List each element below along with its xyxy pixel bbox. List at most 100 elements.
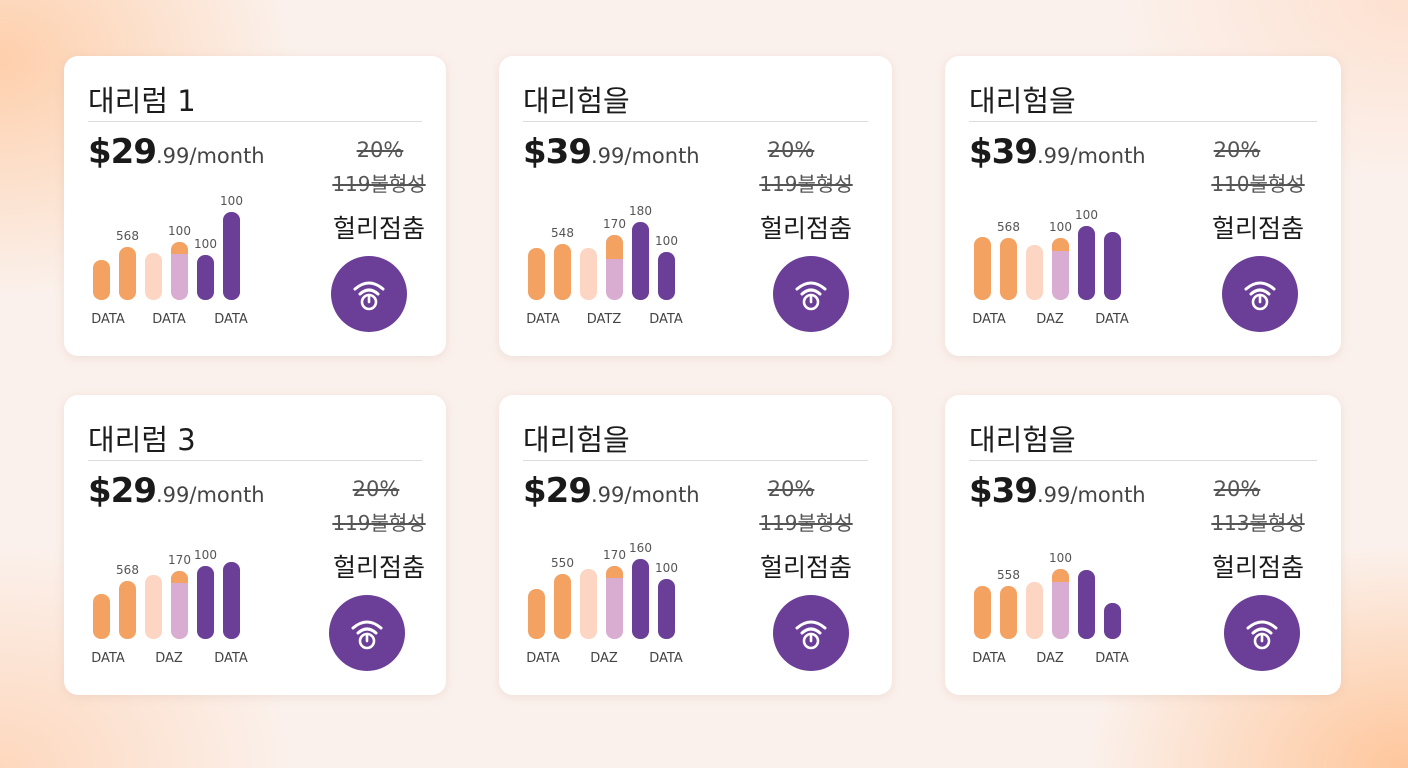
bar-value-label: 100	[194, 237, 217, 251]
chart-bar	[658, 579, 675, 639]
chart-bar	[145, 253, 162, 300]
price-main: $39	[969, 132, 1038, 172]
chart-bar	[554, 244, 571, 300]
axis-category-label: DATA	[972, 651, 1006, 666]
chart-bar	[93, 594, 110, 639]
chart-bar-cap	[606, 566, 623, 578]
card-divider	[88, 460, 422, 461]
chart-bar	[1104, 232, 1121, 300]
axis-category-label: DATA	[1095, 651, 1129, 666]
chart-bar-cap	[1052, 569, 1069, 582]
axis-category-label: DATA	[152, 312, 186, 327]
card-price: $39.99/month	[969, 132, 1146, 172]
original-price: 110불형성	[1211, 172, 1305, 196]
bar-value-label: 180	[629, 204, 652, 218]
bar-value-label: 170	[603, 548, 626, 562]
chart-bar	[1052, 569, 1069, 639]
wifi-power-icon	[795, 620, 827, 650]
axis-category-label: DAZ	[1036, 651, 1064, 666]
chart-bar	[554, 574, 571, 639]
card-divider	[523, 460, 868, 461]
bar-value-label: 160	[629, 541, 652, 555]
wifi-power-button[interactable]	[1224, 595, 1300, 671]
original-price: 119불형성	[759, 172, 853, 196]
axis-category-label: DATA	[214, 312, 248, 327]
chart-bar-cap	[606, 235, 623, 259]
original-price: 119불형성	[759, 511, 853, 535]
bar-value-label: 568	[997, 220, 1020, 234]
chart-bar	[632, 559, 649, 639]
chart-bar	[580, 248, 597, 300]
axis-category-label: DATA	[649, 651, 683, 666]
discount-text: 20%	[1213, 477, 1261, 501]
chart-bar	[528, 248, 545, 300]
original-price: 113불형성	[1211, 511, 1305, 535]
bar-value-label: 100	[168, 224, 191, 238]
chart-bar	[197, 566, 214, 639]
wifi-power-button[interactable]	[329, 595, 405, 671]
discount-text: 20%	[352, 477, 400, 501]
price-rest: .99/month	[1036, 144, 1146, 168]
discount-text: 20%	[767, 477, 815, 501]
wifi-power-button[interactable]	[773, 595, 849, 671]
card-title: 대리럼 3	[88, 423, 196, 457]
price-main: $29	[88, 132, 157, 172]
price-rest: .99/month	[590, 144, 700, 168]
wifi-power-icon	[1244, 281, 1276, 311]
chart-bar	[1078, 226, 1095, 300]
wifi-power-icon	[351, 620, 383, 650]
chart-bar	[580, 569, 597, 639]
wifi-power-button[interactable]	[331, 256, 407, 332]
chart-bar	[974, 586, 991, 639]
chart-bar	[171, 571, 188, 639]
pricing-card: 대리험을 $39.99/month 20% 119불형성 헐리점춤 548 170…	[499, 56, 892, 356]
chart-bar	[93, 260, 110, 300]
chart-bar	[606, 566, 623, 639]
axis-category-label: DATA	[91, 312, 125, 327]
wifi-power-button[interactable]	[773, 256, 849, 332]
pricing-card: 대리럼 1 $29.99/month 20% 119불형성 헐리점춤 568 10…	[64, 56, 446, 356]
axis-category-label: DAZ	[590, 651, 618, 666]
chart-bar	[1000, 586, 1017, 639]
chart-bar	[1078, 570, 1095, 639]
card-label: 헐리점춤	[759, 214, 852, 243]
discount-text: 20%	[1213, 138, 1261, 162]
chart-bar-cap	[171, 242, 188, 254]
chart-bar	[223, 562, 240, 639]
bar-chart: 568 170 100 DATA DAZ DATA	[91, 548, 248, 666]
wifi-power-icon	[795, 281, 827, 311]
bar-value-label: 568	[116, 229, 139, 243]
axis-category-label: DATA	[91, 651, 125, 666]
card-price: $39.99/month	[969, 471, 1146, 511]
price-main: $29	[523, 471, 592, 511]
discount-text: 20%	[356, 138, 404, 162]
price-rest: .99/month	[155, 144, 265, 168]
axis-category-label: DATA	[526, 651, 560, 666]
chart-bar	[658, 252, 675, 300]
card-divider	[523, 121, 868, 122]
wifi-power-icon	[1246, 620, 1278, 650]
price-rest: .99/month	[155, 483, 265, 507]
chart-bar	[197, 255, 214, 300]
chart-bar	[1026, 245, 1043, 300]
chart-bar	[632, 222, 649, 300]
bar-value-label: 550	[551, 556, 574, 570]
chart-bar	[974, 237, 991, 300]
axis-category-label: DATA	[649, 312, 683, 327]
bar-value-label: 100	[1049, 551, 1072, 565]
card-divider	[969, 121, 1317, 122]
card-title: 대리험을	[523, 84, 630, 118]
bar-value-label: 548	[551, 226, 574, 240]
card-price: $39.99/month	[523, 132, 700, 172]
card-title: 대리험을	[523, 423, 630, 457]
card-title: 대리럼 1	[88, 84, 196, 118]
axis-category-label: DAZ	[155, 651, 183, 666]
card-label: 헐리점춤	[1211, 214, 1304, 243]
card-label: 헐리점춤	[332, 214, 425, 243]
price-main: $29	[88, 471, 157, 511]
chart-bar-cap	[171, 571, 188, 583]
chart-bar	[1052, 238, 1069, 300]
wifi-power-button[interactable]	[1222, 256, 1298, 332]
